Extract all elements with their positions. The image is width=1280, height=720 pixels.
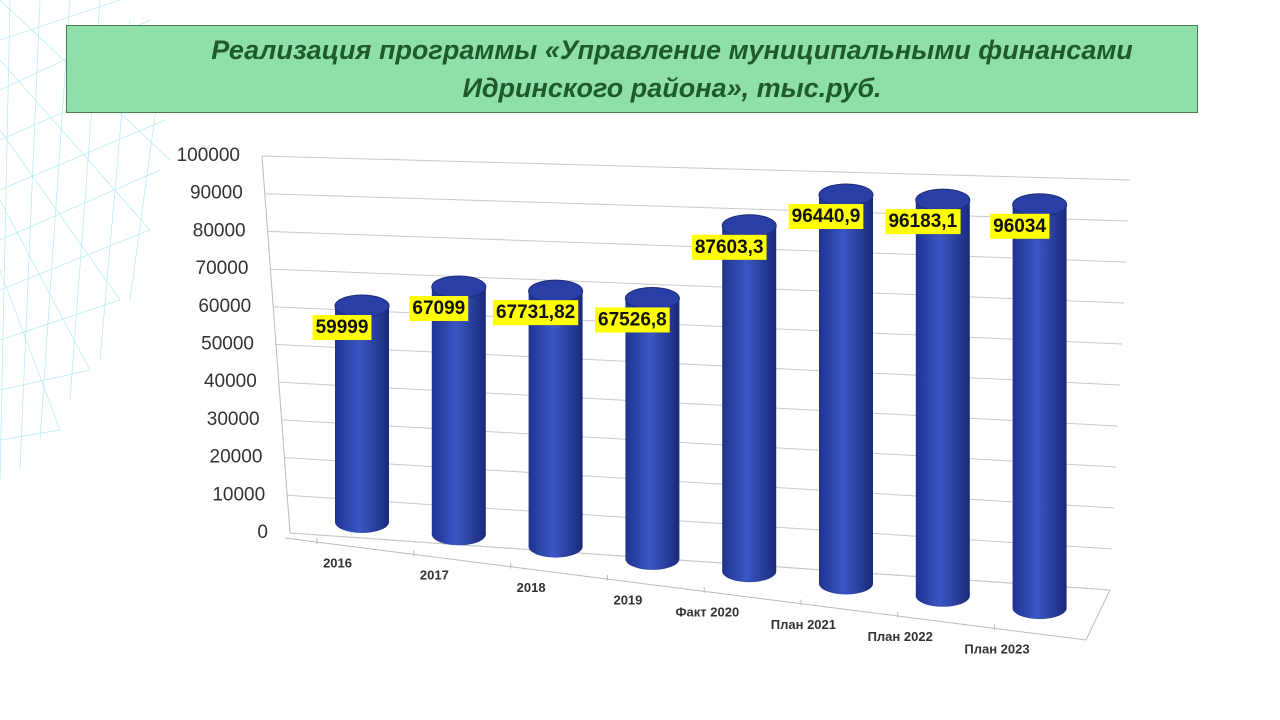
bar: [625, 298, 680, 559]
grid-line: [273, 306, 1123, 345]
title-box: Реализация программы «Управление муницип…: [66, 25, 1198, 113]
bar-cap: [818, 183, 874, 207]
y-tick-label: 60000: [198, 296, 251, 317]
y-tick-label: 10000: [212, 484, 265, 505]
y-tick-label: 100000: [177, 145, 240, 166]
x-tick-label: 2018: [517, 580, 546, 595]
value-label-bg: [990, 213, 1050, 239]
bar-cap: [915, 188, 971, 212]
value-label-bg: [409, 296, 469, 322]
value-label-bg: [492, 300, 579, 326]
bar-cap: [624, 286, 680, 310]
grid-line: [287, 494, 1113, 550]
y-tick-label: 0: [257, 522, 268, 543]
value-label-bg: [885, 209, 961, 235]
bar-cap: [528, 279, 584, 303]
y-tick-label: 30000: [207, 409, 260, 430]
y-tick-label: 40000: [204, 371, 257, 392]
value-label: 67526,8: [595, 307, 670, 333]
value-label-bg: [691, 234, 767, 260]
bar-cap: [334, 294, 390, 318]
value-label-text: 96440,9: [792, 206, 861, 227]
floor: [284, 532, 1111, 641]
grid-line: [289, 532, 1111, 591]
bar: [335, 306, 389, 522]
value-label: 59999: [312, 315, 372, 341]
chart-title: Реализация программы «Управление муницип…: [211, 35, 1133, 103]
value-label-text: 67731,82: [496, 302, 575, 323]
bar: [915, 200, 970, 596]
value-label-text: 67526,8: [598, 309, 667, 330]
grid-line: [284, 457, 1115, 509]
y-tick-label: 50000: [201, 334, 254, 355]
value-label-bg: [312, 315, 372, 341]
bar: [722, 225, 777, 572]
bar: [819, 194, 873, 584]
grid-line: [278, 381, 1119, 427]
value-label: 96183,1: [885, 209, 961, 235]
value-label-text: 59999: [316, 317, 369, 338]
bar: [1012, 204, 1067, 609]
grid-line: [281, 419, 1117, 468]
value-label-bg: [788, 203, 864, 229]
x-tick-label: Факт 2020: [675, 605, 739, 620]
y-tick-label: 20000: [210, 447, 263, 468]
value-label-text: 96034: [993, 216, 1046, 237]
grid-line: [261, 155, 1131, 181]
value-label: 67099: [409, 296, 469, 322]
grid-line: [270, 268, 1125, 304]
x-tick-label: План 2022: [868, 629, 933, 644]
value-label-bg: [595, 307, 670, 333]
bar-cap: [431, 275, 487, 299]
bar: [528, 291, 583, 547]
value-label: 67731,82: [492, 300, 579, 326]
x-tick-label: 2017: [420, 568, 449, 583]
x-tick-label: 2016: [323, 555, 352, 570]
value-label-text: 67099: [412, 298, 465, 319]
value-label: 87603,3: [691, 234, 767, 260]
y-tick-label: 80000: [193, 220, 246, 241]
value-label-text: 87603,3: [695, 237, 764, 258]
bar: [431, 286, 486, 535]
value-label: 96034: [990, 213, 1050, 239]
x-tick-label: 2019: [613, 592, 642, 607]
grid-line: [275, 344, 1121, 386]
x-tick-label: План 2021: [771, 617, 836, 632]
bar-cap: [721, 214, 777, 238]
value-label-text: 96183,1: [888, 211, 957, 232]
grid-line: [264, 193, 1129, 222]
x-tick-label: План 2023: [964, 642, 1029, 657]
value-label: 96440,9: [788, 203, 864, 229]
bar-cap: [1012, 193, 1068, 217]
y-tick-label: 70000: [196, 258, 249, 279]
y-tick-label: 90000: [190, 183, 243, 204]
